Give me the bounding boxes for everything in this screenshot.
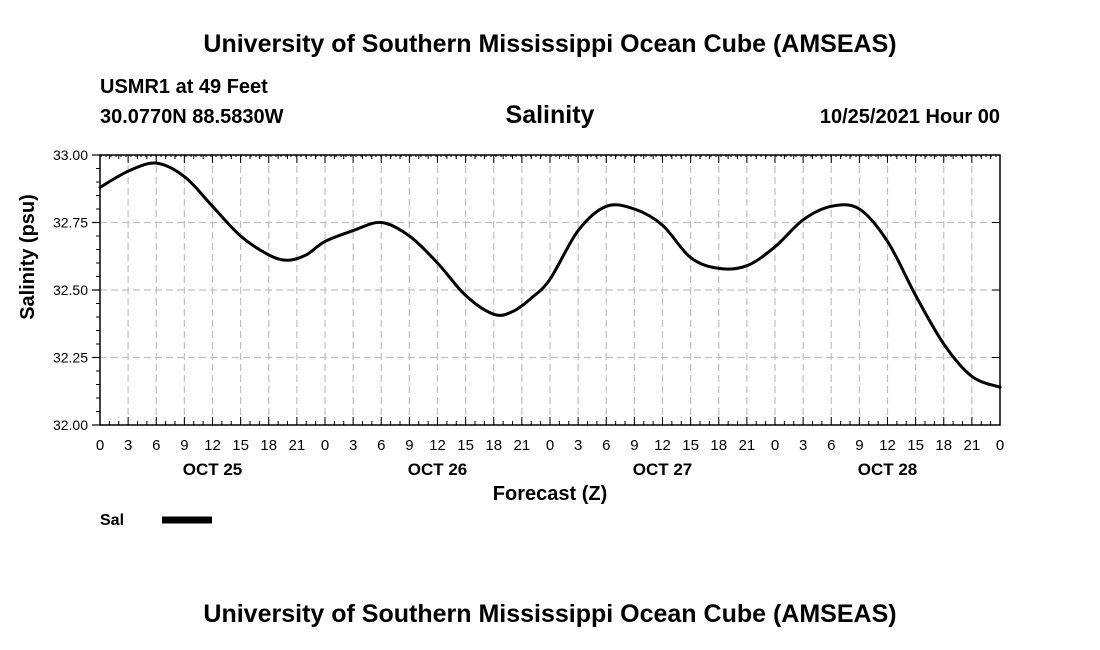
- y-axis-label: Salinity (psu): [17, 194, 39, 320]
- legend-label: Sal: [100, 512, 124, 529]
- y-tick-label: 32.25: [53, 350, 88, 366]
- footer-title: University of Southern Mississippi Ocean…: [203, 600, 897, 628]
- x-tick-label: 12: [879, 437, 896, 454]
- x-tick-label: 18: [260, 437, 277, 454]
- x-tick-label: 3: [574, 437, 582, 454]
- x-tick-label: 21: [739, 437, 756, 454]
- x-tick-label: 18: [485, 437, 502, 454]
- coordinates-label: 30.0770N 88.5830W: [100, 106, 284, 128]
- x-tick-label: 15: [907, 437, 924, 454]
- grid-lines: [100, 155, 1000, 425]
- page-title: University of Southern Mississippi Ocean…: [203, 30, 897, 58]
- x-tick-labels: 0 3 6 9 12 15 18 21 0 3 6 9 12 15 18 21 0 3 6 9 12 15 18 21 0 3 6 9…: [96, 437, 1004, 454]
- x-tick-label: 0: [546, 437, 554, 454]
- y-tick-label: 32.75: [53, 215, 88, 231]
- x-tick-label: 6: [602, 437, 610, 454]
- day-labels: OCT 25 OCT 26 OCT 27 OCT 28: [183, 460, 918, 479]
- x-tick-label: 6: [152, 437, 160, 454]
- day-label: OCT 26: [408, 460, 468, 479]
- date-label: 10/25/2021 Hour 00: [819, 106, 1000, 128]
- x-tick-label: 9: [855, 437, 863, 454]
- x-tick-label: 0: [771, 437, 779, 454]
- x-tick-label: 12: [654, 437, 671, 454]
- y-tick-labels: 32.00 32.25 32.50 32.75 33.00: [53, 147, 88, 433]
- salinity-series-line: [98, 161, 1002, 389]
- x-tick-label: 0: [96, 437, 104, 454]
- chart-title: Salinity: [505, 101, 595, 129]
- x-tick-label: 15: [457, 437, 474, 454]
- x-tick-label: 21: [289, 437, 306, 454]
- x-tick-label: 9: [180, 437, 188, 454]
- day-label: OCT 25: [183, 460, 243, 479]
- x-tick-label: 0: [996, 437, 1004, 454]
- x-tick-label: 18: [710, 437, 727, 454]
- x-tick-label: 9: [630, 437, 638, 454]
- x-tick-label: 3: [124, 437, 132, 454]
- x-tick-label: 6: [827, 437, 835, 454]
- x-tick-label: 12: [204, 437, 221, 454]
- x-tick-label: 21: [964, 437, 981, 454]
- x-tick-label: 9: [405, 437, 413, 454]
- day-label: OCT 28: [858, 460, 918, 479]
- x-tick-label: 21: [514, 437, 531, 454]
- x-tick-label: 12: [429, 437, 446, 454]
- plot-frame: [99, 154, 1001, 426]
- y-tick-label: 32.00: [53, 417, 88, 433]
- station-label: USMR1 at 49 Feet: [100, 76, 268, 98]
- x-tick-label: 15: [232, 437, 249, 454]
- x-tick-label: 3: [799, 437, 807, 454]
- x-tick-label: 3: [349, 437, 357, 454]
- x-tick-label: 15: [682, 437, 699, 454]
- x-tick-label: 6: [377, 437, 385, 454]
- x-tick-label: 0: [321, 437, 329, 454]
- x-axis-label: Forecast (Z): [493, 483, 607, 505]
- y-tick-label: 32.50: [53, 282, 88, 298]
- day-label: OCT 27: [633, 460, 693, 479]
- y-tick-label: 33.00: [53, 147, 88, 163]
- x-tick-label: 18: [935, 437, 952, 454]
